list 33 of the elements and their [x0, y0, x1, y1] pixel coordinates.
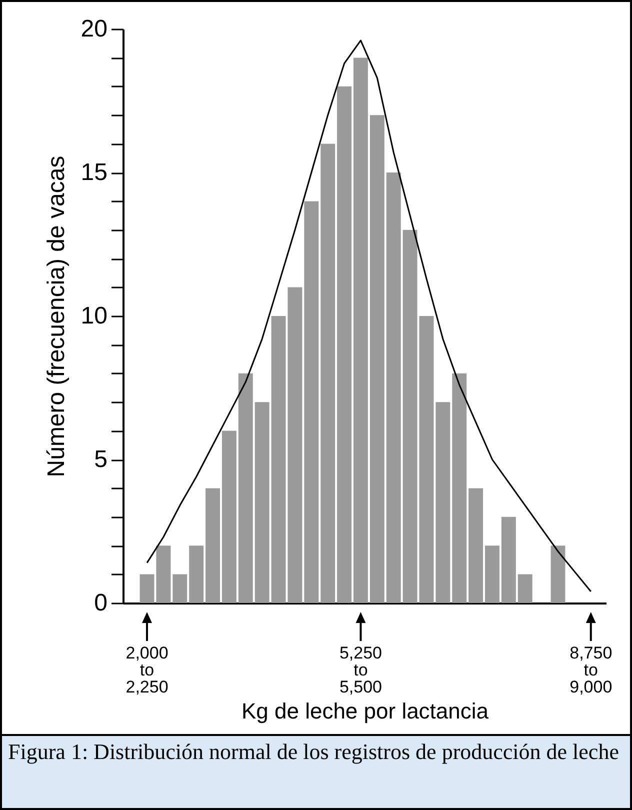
- y-tick-label: 5: [94, 446, 108, 473]
- x-tick-label: 5,250 to 5,500: [339, 644, 382, 696]
- bar: [222, 430, 236, 603]
- bar: [140, 574, 154, 603]
- x-axis-title: Kg de leche por lactancia: [241, 698, 490, 724]
- bar: [436, 402, 450, 603]
- bar: [189, 546, 204, 603]
- bar: [452, 373, 467, 603]
- bar: [353, 58, 368, 603]
- x-tick-label: 2,000 to 2,250: [126, 644, 168, 696]
- bar: [254, 402, 270, 603]
- bar: [370, 115, 384, 603]
- x-tick-label: 8,750 to 9,000: [570, 644, 612, 696]
- bar: [468, 488, 484, 603]
- bar: [156, 546, 171, 603]
- bar: [337, 86, 352, 603]
- bar: [386, 172, 401, 603]
- y-tick-label: 10: [80, 302, 108, 330]
- bar: [206, 488, 220, 603]
- bar: [238, 373, 253, 603]
- bar: [172, 574, 188, 603]
- y-tick-label: 20: [80, 16, 108, 42]
- bar: [550, 546, 566, 603]
- text: Figura 1: Distribución normal de los registros de producción de leche: [2, 734, 630, 808]
- y-tick-label: 15: [80, 159, 108, 186]
- bar: [320, 144, 336, 603]
- line-series: [146, 40, 592, 592]
- bar: [501, 516, 516, 603]
- bar: [304, 201, 319, 603]
- bar: [518, 574, 532, 603]
- bar: [485, 546, 500, 603]
- y-axis-title: Número (frecuencia) de vacas: [42, 156, 70, 478]
- y-tick-label: 0: [94, 590, 108, 616]
